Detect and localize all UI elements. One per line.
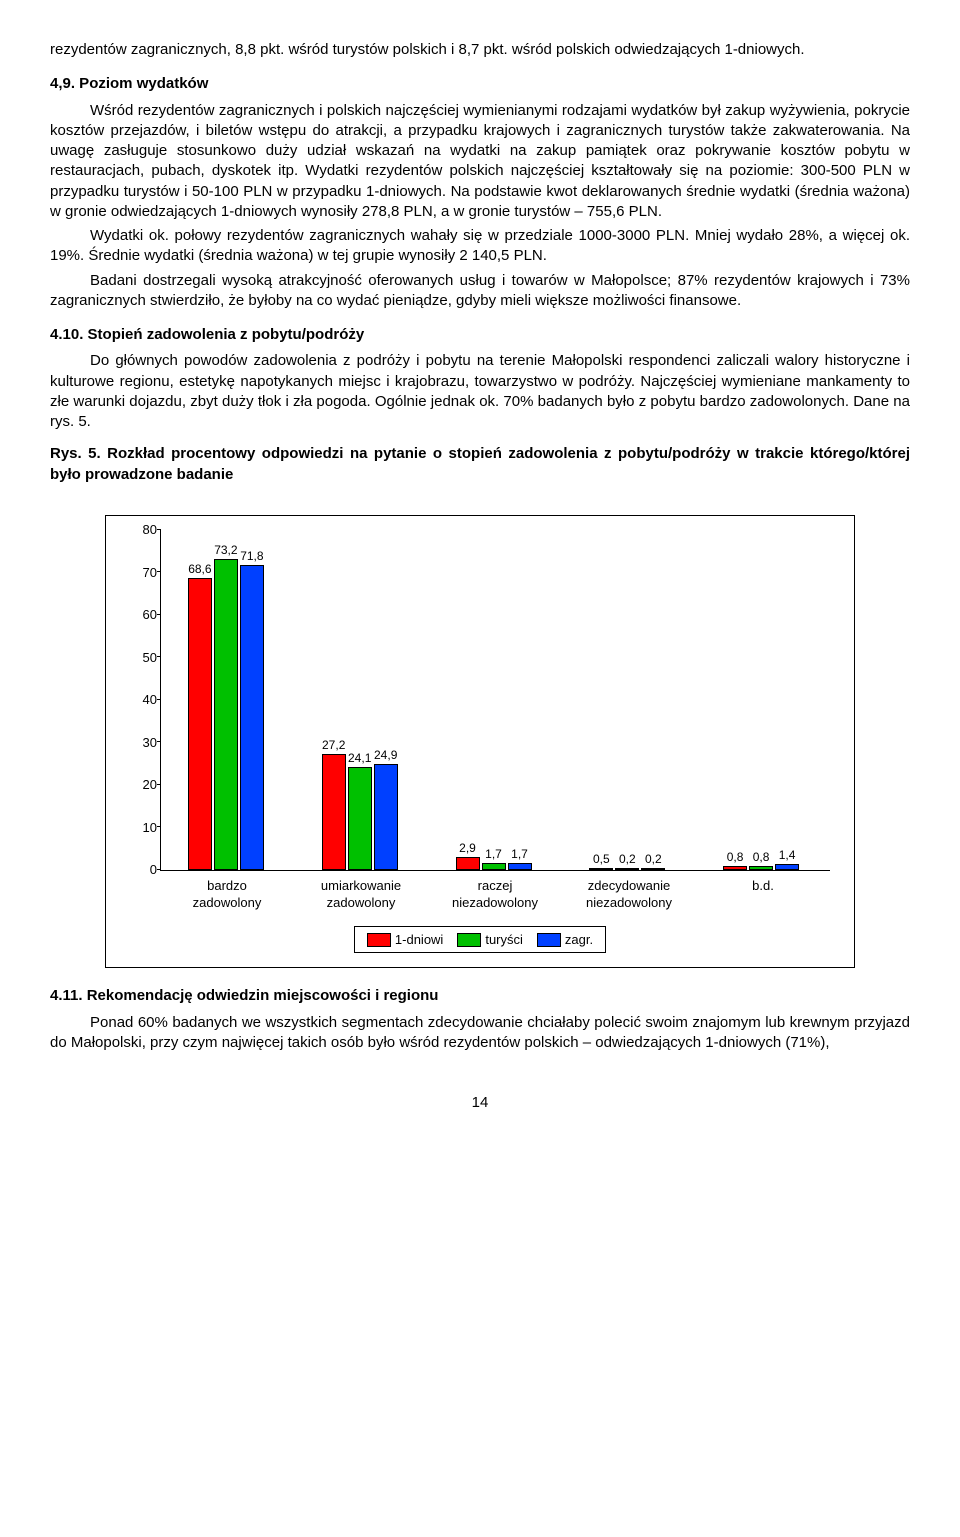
paragraph: Wśród rezydentów zagranicznych i polskic… <box>50 101 910 223</box>
y-tick-label: 60 <box>131 606 157 624</box>
bar-value-label: 71,8 <box>240 548 263 564</box>
bar-value-label: 1,7 <box>485 846 502 862</box>
paragraph: Ponad 60% badanych we wszystkich segment… <box>50 1013 910 1054</box>
section-heading-411: 4.11. Rekomendację odwiedzin miejscowośc… <box>50 986 910 1006</box>
x-tick-label: raczejniezadowolony <box>428 877 562 912</box>
bar-value-label: 1,4 <box>779 847 796 863</box>
bar: 71,8 <box>240 565 264 870</box>
bar-value-label: 0,8 <box>753 849 770 865</box>
bar: 24,1 <box>348 767 372 869</box>
bar: 1,4 <box>775 864 799 870</box>
legend-item: 1-dniowi <box>367 931 443 949</box>
page-number: 14 <box>50 1093 910 1113</box>
bar-group: 0,80,81,4 <box>723 864 799 870</box>
bar-value-label: 73,2 <box>214 542 237 558</box>
y-tick-label: 40 <box>131 691 157 709</box>
y-tick-label: 20 <box>131 776 157 794</box>
bar: 24,9 <box>374 764 398 870</box>
section-heading-410: 4.10. Stopień zadowolenia z pobytu/podró… <box>50 325 910 345</box>
satisfaction-chart: 0102030405060708068,673,271,827,224,124,… <box>105 515 855 969</box>
x-tick-label: bardzozadowolony <box>160 877 294 912</box>
bar: 0,8 <box>723 866 747 869</box>
bar-group: 2,91,71,7 <box>456 857 532 869</box>
bar-value-label: 0,2 <box>645 851 662 867</box>
paragraph: rezydentów zagranicznych, 8,8 pkt. wśród… <box>50 40 910 60</box>
bar: 0,5 <box>589 868 613 870</box>
bar-value-label: 2,9 <box>459 840 476 856</box>
bar: 27,2 <box>322 754 346 870</box>
y-tick-label: 80 <box>131 521 157 539</box>
bar: 2,9 <box>456 857 480 869</box>
paragraph: Badani dostrzegali wysoką atrakcyjność o… <box>50 271 910 312</box>
legend-swatch <box>537 933 561 947</box>
bar: 1,7 <box>508 863 532 870</box>
bar-value-label: 27,2 <box>322 737 345 753</box>
y-tick-label: 50 <box>131 648 157 666</box>
bar: 0,8 <box>749 866 773 869</box>
bar: 0,2 <box>641 868 665 870</box>
legend-swatch <box>457 933 481 947</box>
x-tick-label: umiarkowaniezadowolony <box>294 877 428 912</box>
legend-label: zagr. <box>565 932 593 947</box>
legend-item: turyści <box>457 931 523 949</box>
bar-value-label: 24,1 <box>348 750 371 766</box>
y-tick-label: 70 <box>131 563 157 581</box>
bar: 1,7 <box>482 863 506 870</box>
bar: 73,2 <box>214 559 238 870</box>
paragraph: Wydatki ok. połowy rezydentów zagraniczn… <box>50 226 910 267</box>
bar-group: 27,224,124,9 <box>322 754 398 870</box>
legend-item: zagr. <box>537 931 593 949</box>
bar-group: 0,50,20,2 <box>589 868 665 870</box>
bar-value-label: 1,7 <box>511 846 528 862</box>
chart-legend: 1-dniowi turyści zagr. <box>354 926 606 954</box>
y-tick-label: 30 <box>131 733 157 751</box>
section-heading-49: 4,9. Poziom wydatków <box>50 74 910 94</box>
x-tick-label: b.d. <box>696 877 830 912</box>
bar: 0,2 <box>615 868 639 870</box>
y-tick-label: 0 <box>131 861 157 879</box>
bar-value-label: 24,9 <box>374 747 397 763</box>
legend-label: turyści <box>485 932 523 947</box>
x-tick-label: zdecydowanieniezadowolony <box>562 877 696 912</box>
y-tick-label: 10 <box>131 818 157 836</box>
legend-label: 1-dniowi <box>395 932 443 947</box>
bar-group: 68,673,271,8 <box>188 559 264 870</box>
bar-value-label: 0,8 <box>727 849 744 865</box>
figure-caption: Rys. 5. Rozkład procentowy odpowiedzi na… <box>50 444 910 485</box>
bar: 68,6 <box>188 578 212 870</box>
bar-value-label: 0,2 <box>619 851 636 867</box>
bar-value-label: 68,6 <box>188 561 211 577</box>
paragraph: Do głównych powodów zadowolenia z podróż… <box>50 351 910 432</box>
bar-value-label: 0,5 <box>593 851 610 867</box>
legend-swatch <box>367 933 391 947</box>
